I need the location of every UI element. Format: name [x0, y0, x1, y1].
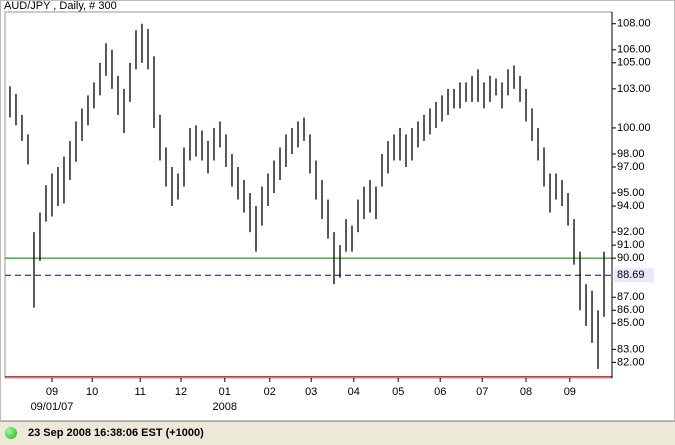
y-tick-label: 100.00: [617, 122, 651, 134]
last-price-label: 88.69: [617, 269, 645, 281]
y-tick-label: 97.00: [617, 161, 645, 173]
y-tick-label: 85.00: [617, 317, 645, 329]
x-tick-label-secondary: 2008: [213, 401, 237, 413]
y-tick-label: 105.00: [617, 57, 651, 69]
x-tick-label: 09: [46, 386, 58, 398]
y-tick-label: 82.00: [617, 356, 645, 368]
x-tick-label: 05: [392, 386, 404, 398]
x-tick-label: 01: [219, 386, 231, 398]
x-tick-label: 10: [86, 386, 98, 398]
x-tick-label: 07: [476, 386, 488, 398]
last-price-box: [614, 268, 654, 283]
y-tick-label: 91.00: [617, 239, 645, 251]
y-tick-label: 87.00: [617, 291, 645, 303]
chart: AUD/JPY , Daily, # 300 108.00 106.00105.0…: [0, 0, 675, 421]
x-tick-label: 03: [305, 386, 317, 398]
x-tick-label: 12: [175, 386, 187, 398]
y-tick-label: 98.00: [617, 148, 645, 160]
y-tick-label: 90.00: [617, 252, 645, 264]
y-tick-label: 94.00: [617, 200, 645, 212]
x-tick-label: 11: [134, 386, 145, 398]
status-text: 23 Sep 2008 16:38:06 EST (+1000): [28, 427, 204, 439]
y-tick-label: 108.00: [617, 18, 651, 30]
y-tick-label: 92.00: [617, 226, 645, 238]
y-tick-label: 86.00: [617, 304, 645, 316]
chart-title: AUD/JPY , Daily, # 300: [4, 0, 117, 12]
x-tick-label: 02: [264, 386, 276, 398]
x-tick-label-secondary: 09/01/07: [31, 401, 74, 413]
y-tick-label: 95.00: [617, 187, 645, 199]
x-tick-label: 09: [564, 386, 576, 398]
plot-area: [4, 11, 613, 379]
status-icon: [5, 427, 17, 439]
x-tick-label: 06: [434, 386, 446, 398]
y-tick-label: 103.00: [617, 83, 651, 95]
y-tick-label: 83.00: [617, 343, 645, 355]
status-bar: 23 Sep 2008 16:38:06 EST (+1000): [0, 421, 675, 445]
y-tick-label: 106.00: [617, 44, 651, 56]
x-tick-label: 04: [348, 386, 360, 398]
x-tick-label: 08: [520, 386, 532, 398]
